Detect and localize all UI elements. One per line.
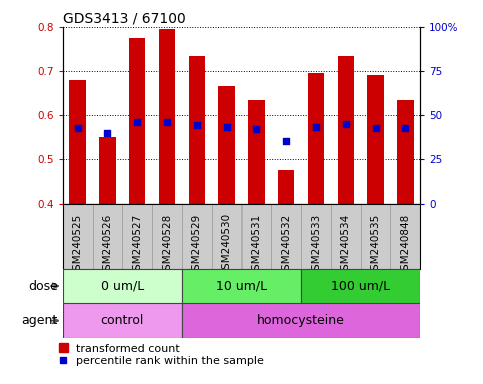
Bar <box>271 204 301 269</box>
Bar <box>218 86 235 204</box>
Point <box>282 138 290 144</box>
Bar <box>152 204 182 269</box>
Bar <box>182 204 212 269</box>
Text: GSM240525: GSM240525 <box>72 214 83 276</box>
Bar <box>63 303 182 338</box>
Bar <box>99 137 115 204</box>
Bar <box>242 204 271 269</box>
Text: homocysteine: homocysteine <box>257 314 345 327</box>
Bar <box>93 204 122 269</box>
Bar <box>361 204 390 269</box>
Text: GSM240532: GSM240532 <box>281 214 291 276</box>
Bar <box>331 204 361 269</box>
Bar <box>278 170 294 204</box>
Point <box>372 124 380 131</box>
Text: GSM240528: GSM240528 <box>162 214 172 276</box>
Bar <box>338 56 354 204</box>
Text: GSM240529: GSM240529 <box>192 214 202 276</box>
Bar <box>390 204 420 269</box>
Text: GDS3413 / 67100: GDS3413 / 67100 <box>63 12 185 26</box>
Text: GSM240531: GSM240531 <box>251 214 261 276</box>
Text: GSM240535: GSM240535 <box>370 214 381 276</box>
Bar <box>129 38 145 204</box>
Point <box>342 121 350 127</box>
Bar <box>397 100 413 204</box>
Bar <box>182 303 420 338</box>
Text: GSM240530: GSM240530 <box>222 214 232 276</box>
Text: dose: dose <box>28 280 58 293</box>
Bar <box>248 100 265 204</box>
Bar <box>63 269 182 303</box>
Bar <box>301 204 331 269</box>
Bar <box>368 74 384 204</box>
Bar <box>182 269 301 303</box>
Text: control: control <box>100 314 144 327</box>
Point <box>133 119 141 125</box>
Bar <box>159 29 175 204</box>
Point <box>163 119 171 125</box>
Bar <box>63 204 93 269</box>
Bar <box>189 56 205 204</box>
Text: GSM240527: GSM240527 <box>132 214 142 276</box>
Text: 0 um/L: 0 um/L <box>101 280 144 293</box>
Text: GSM240533: GSM240533 <box>311 214 321 276</box>
Point <box>312 124 320 130</box>
Text: GSM240526: GSM240526 <box>102 214 113 276</box>
Text: GSM240848: GSM240848 <box>400 214 411 276</box>
Legend: transformed count, percentile rank within the sample: transformed count, percentile rank withi… <box>59 343 264 366</box>
Text: agent: agent <box>22 314 58 327</box>
Point <box>253 126 260 132</box>
Text: 10 um/L: 10 um/L <box>216 280 267 293</box>
Bar <box>301 269 420 303</box>
Point <box>401 126 409 132</box>
Text: 100 um/L: 100 um/L <box>331 280 390 293</box>
Bar <box>70 80 86 204</box>
Bar <box>308 73 324 204</box>
Bar <box>122 204 152 269</box>
Point <box>74 126 82 132</box>
Text: GSM240534: GSM240534 <box>341 214 351 276</box>
Point <box>193 122 201 128</box>
Point <box>223 124 230 130</box>
Point <box>104 130 112 136</box>
Bar <box>212 204 242 269</box>
